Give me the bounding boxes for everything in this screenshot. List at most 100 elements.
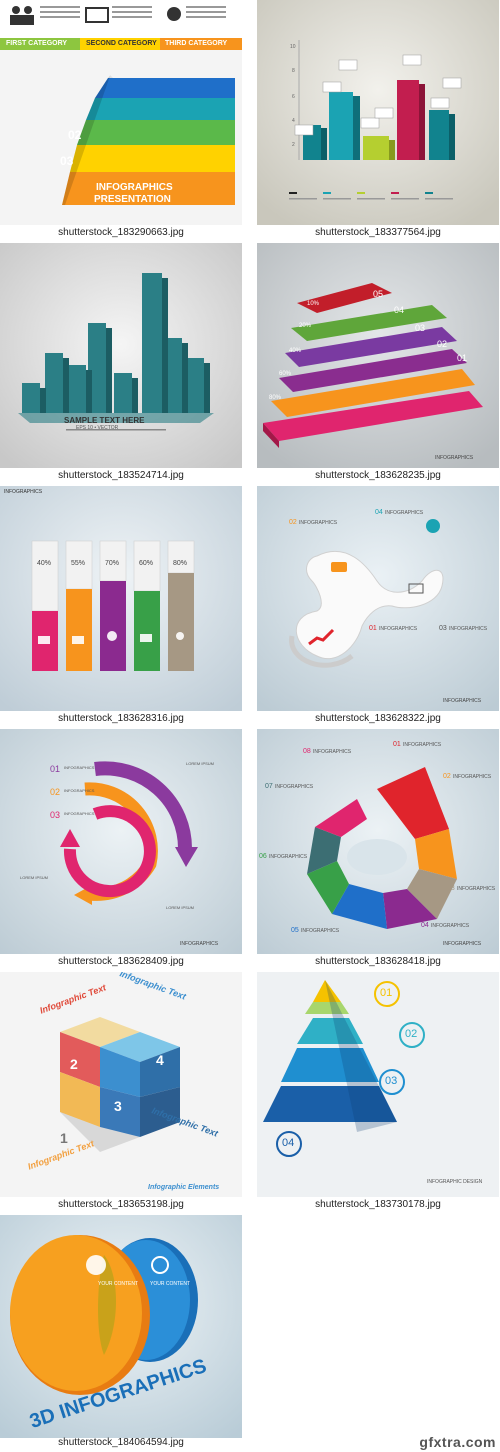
label-01-word: INFOGRAPHICS bbox=[379, 626, 418, 632]
category-2-label: SECOND CATEGORY bbox=[86, 40, 157, 47]
step-03: 03 bbox=[415, 323, 426, 333]
label-01-word: INFOGRAPHICS bbox=[64, 765, 95, 770]
label-03: 03 bbox=[447, 885, 455, 892]
brand-label: INFOGRAPHICS bbox=[4, 489, 43, 495]
your-content-left: YOUR CONTENT bbox=[98, 1281, 138, 1287]
brand-label: INFOGRAPHIC DESIGN bbox=[427, 1179, 483, 1185]
brand-label: INFOGRAPHICS bbox=[443, 698, 482, 704]
label-06-word: INFOGRAPHICS bbox=[269, 854, 308, 860]
step-01: 01 bbox=[457, 353, 468, 363]
caption-11[interactable]: shutterstock_184064594.jpg bbox=[58, 1437, 184, 1448]
y-tick-8: 8 bbox=[292, 68, 295, 74]
thumbnail-10[interactable]: 01 02 03 04 INFOGRAPHIC DESIGN bbox=[257, 972, 499, 1197]
title-line-2: PRESENTATION bbox=[94, 194, 171, 205]
circular-arrows-image bbox=[0, 729, 242, 954]
pct-bar-2: 55% bbox=[71, 560, 86, 567]
level-03: 03 bbox=[60, 154, 74, 168]
caption-10[interactable]: shutterstock_183730178.jpg bbox=[315, 1199, 441, 1210]
label-01: 01 bbox=[380, 987, 393, 999]
label-04: 04 bbox=[421, 922, 429, 929]
title-line-1: INFOGRAPHICS bbox=[96, 182, 173, 193]
thumbnail-2[interactable]: 10 8 6 4 2 bbox=[257, 0, 499, 225]
label-01: 01 bbox=[393, 741, 401, 748]
brand-label: INFOGRAPHICS bbox=[180, 941, 219, 947]
layered-pyramid-image bbox=[257, 972, 499, 1197]
lorem-left: LOREM IPSUM bbox=[20, 875, 49, 880]
caption-9[interactable]: shutterstock_183653198.jpg bbox=[58, 1199, 184, 1210]
label-04-word: INFOGRAPHICS bbox=[385, 510, 424, 516]
label-04: 04 bbox=[375, 509, 383, 516]
brand-label: INFOGRAPHICS bbox=[443, 941, 482, 947]
thumbnail-3[interactable]: SAMPLE TEXT HERE EPS 10 • VECTOR bbox=[0, 243, 242, 468]
your-content-right: YOUR CONTENT bbox=[150, 1281, 190, 1287]
caption-6[interactable]: shutterstock_183628322.jpg bbox=[315, 713, 441, 724]
bar-chart-image bbox=[257, 0, 499, 225]
pyramid-chart-image bbox=[0, 0, 242, 225]
step-04: 04 bbox=[394, 305, 405, 315]
thumbnail-9[interactable]: Infographic Text Infographic Text Infogr… bbox=[0, 972, 242, 1197]
caption-5[interactable]: shutterstock_183628316.jpg bbox=[58, 713, 184, 724]
thumbnail-4[interactable]: 05 04 03 02 01 10% 20% 40% 60% 80% INFOG… bbox=[257, 243, 499, 468]
label-03: 03 bbox=[385, 1075, 398, 1087]
thumbnail-7[interactable]: 01 INFOGRAPHICS 02 INFOGRAPHICS 03 INFOG… bbox=[0, 729, 242, 954]
pct-60: 60% bbox=[279, 371, 292, 377]
connected-circles-image bbox=[257, 486, 499, 711]
label-02: 02 bbox=[289, 519, 297, 526]
label-02: 02 bbox=[50, 787, 61, 797]
pct-40: 40% bbox=[289, 348, 302, 354]
label-07-word: INFOGRAPHICS bbox=[275, 784, 314, 790]
stair-pyramid-image bbox=[257, 243, 499, 468]
label-03-word: INFOGRAPHICS bbox=[64, 811, 95, 816]
caption-1[interactable]: shutterstock_183290663.jpg bbox=[58, 227, 184, 238]
brand-label: INFOGRAPHICS bbox=[435, 455, 474, 461]
thumbnail-5[interactable]: INFOGRAPHICS 40% 55% 70% 60% 80% bbox=[0, 486, 242, 711]
label-02-word: INFOGRAPHICS bbox=[64, 788, 95, 793]
pct-10: 10% bbox=[307, 301, 320, 307]
category-3-label: THIRD CATEGORY bbox=[165, 40, 228, 47]
label-02-word: INFOGRAPHICS bbox=[299, 520, 338, 526]
lorem-bottom: LOREM IPSUM bbox=[166, 905, 195, 910]
y-tick-2: 2 bbox=[292, 142, 295, 148]
pct-20: 20% bbox=[299, 323, 312, 329]
pct-bar-5: 80% bbox=[173, 560, 188, 567]
label-08-word: INFOGRAPHICS bbox=[313, 749, 352, 755]
pct-80: 80% bbox=[269, 395, 282, 401]
isometric-cubes-image bbox=[0, 972, 242, 1197]
thumbnail-1[interactable]: FIRST CATEGORY SECOND CATEGORY THIRD CAT… bbox=[0, 0, 242, 225]
3d-bar-chart-image bbox=[0, 243, 242, 468]
watermark-logo: gfxtra.com bbox=[419, 1434, 496, 1450]
ring-segments-image bbox=[257, 729, 499, 954]
eps-label: EPS 10 • VECTOR bbox=[76, 425, 119, 431]
y-tick-4: 4 bbox=[292, 118, 295, 124]
pct-bar-4: 60% bbox=[139, 560, 154, 567]
caption-2[interactable]: shutterstock_183377564.jpg bbox=[315, 227, 441, 238]
label-03-word: INFOGRAPHICS bbox=[457, 886, 496, 892]
label-06: 06 bbox=[259, 853, 267, 860]
cube-num-4: 4 bbox=[156, 1052, 164, 1068]
pct-bar-3: 70% bbox=[105, 560, 120, 567]
caption-3[interactable]: shutterstock_183524714.jpg bbox=[58, 470, 184, 481]
footer-label: Infographic Elements bbox=[148, 1184, 220, 1191]
y-tick-6: 6 bbox=[292, 94, 295, 100]
level-02: 02 bbox=[68, 128, 82, 142]
label-02: 02 bbox=[443, 773, 451, 780]
thumbnail-8[interactable]: 08 INFOGRAPHICS 07 INFOGRAPHICS 06 INFOG… bbox=[257, 729, 499, 954]
y-tick-10: 10 bbox=[290, 44, 296, 50]
category-1-label: FIRST CATEGORY bbox=[6, 40, 68, 47]
caption-8[interactable]: shutterstock_183628418.jpg bbox=[315, 956, 441, 967]
label-03-word: INFOGRAPHICS bbox=[449, 626, 488, 632]
caption-7[interactable]: shutterstock_183628409.jpg bbox=[58, 956, 184, 967]
thumbnail-6[interactable]: 02 INFOGRAPHICS 04 INFOGRAPHICS 01 INFOG… bbox=[257, 486, 499, 711]
cube-num-1: 1 bbox=[60, 1130, 68, 1146]
cylinder-bars-image bbox=[0, 486, 242, 711]
label-01: 01 bbox=[50, 764, 61, 774]
label-04-word: INFOGRAPHICS bbox=[431, 923, 470, 929]
thumbnail-11[interactable]: YOUR CONTENT YOUR CONTENT 3D INFOGRAPHIC… bbox=[0, 1215, 242, 1438]
pct-bar-1: 40% bbox=[37, 560, 52, 567]
lorem-right: LOREM IPSUM bbox=[186, 761, 215, 766]
overlapping-circles-image bbox=[0, 1215, 242, 1438]
sample-text: SAMPLE TEXT HERE bbox=[64, 416, 145, 425]
caption-4[interactable]: shutterstock_183628235.jpg bbox=[315, 470, 441, 481]
label-04: 04 bbox=[282, 1137, 295, 1149]
label-08: 08 bbox=[303, 748, 311, 755]
